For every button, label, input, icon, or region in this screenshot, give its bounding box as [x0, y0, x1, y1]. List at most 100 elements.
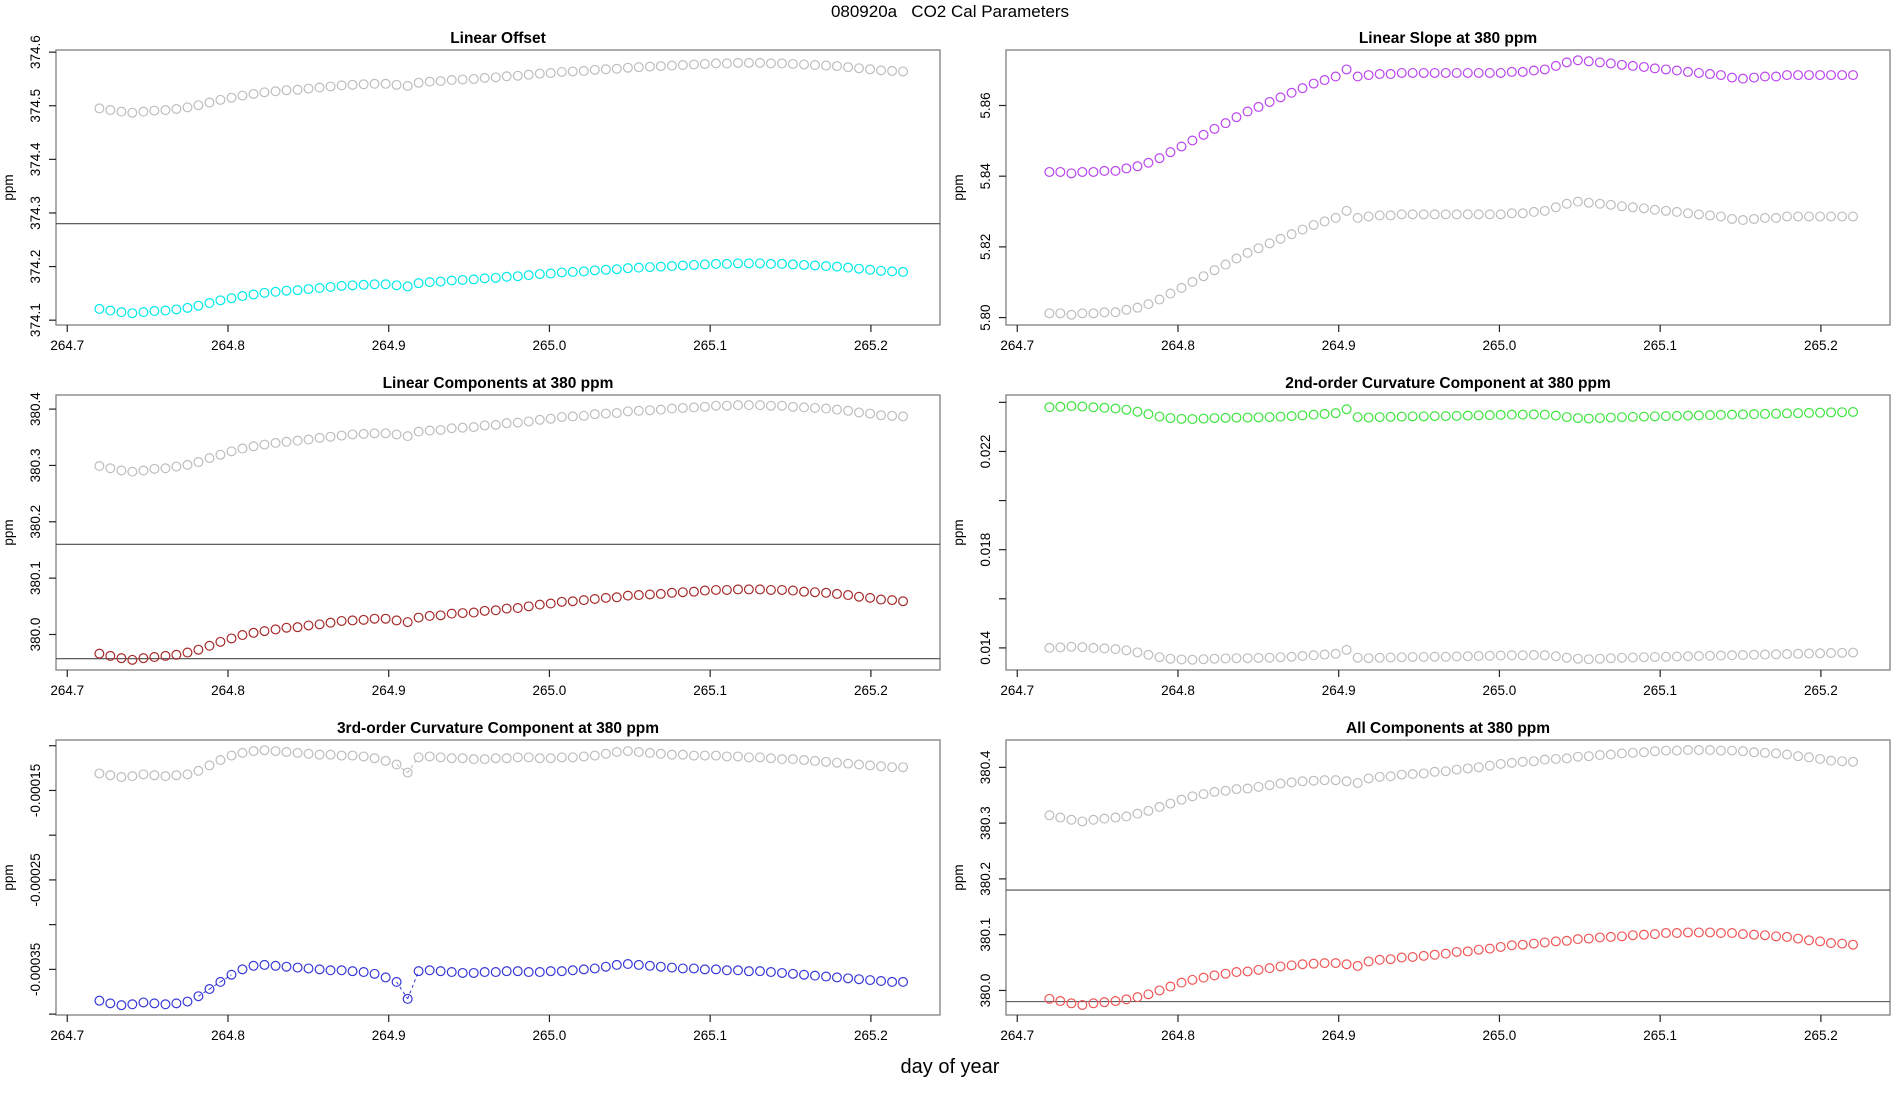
y-tick-label: 5.84: [978, 163, 993, 190]
series-connector: [220, 974, 232, 983]
series-curvature-3rd-order-reference-gray: [94, 745, 909, 783]
x-axis-label: day of year: [900, 1056, 1000, 1078]
y-tick-label: 374.6: [28, 35, 43, 69]
plot-linear-components: Linear Components at 380 ppm ppm 264.7 264.…: [1, 375, 941, 698]
series-curvature-2nd-order-reference-gray: [1044, 641, 1859, 665]
y-axis-label: ppm: [951, 174, 966, 200]
y-tick-label: -0.00015: [28, 764, 43, 817]
series-connector: [396, 764, 408, 773]
x-tick-label: 265.2: [854, 683, 888, 698]
series-linear-offset-offset-cyan: [94, 258, 909, 319]
x-tick-label: 265.0: [1483, 338, 1517, 353]
series-connector: [407, 757, 420, 773]
x-tick-label: 264.9: [1322, 1028, 1356, 1043]
plot-box: [1005, 739, 1891, 1016]
y-axis-label: ppm: [951, 864, 966, 890]
plot-title-curvature-3rd-order: 3rd-order Curvature Component at 380 ppm: [337, 720, 659, 737]
series-linear-slope-slope-violet: [1044, 55, 1859, 179]
y-tick-label: 5.80: [978, 304, 993, 330]
series-all-components-all-red: [1044, 927, 1859, 1010]
y-tick-label: 374.4: [28, 142, 43, 176]
series-curvature-3rd-order-curv3-blue: [94, 959, 909, 1011]
x-tick-label: 265.1: [693, 1028, 727, 1043]
y-tick-label: 380.3: [28, 449, 43, 483]
plot-box: [55, 739, 941, 1016]
y-tick-label: 380.1: [978, 918, 993, 952]
series-linear-offset-reference-gray: [94, 57, 909, 118]
figure-title: 080920a CO2 Cal Parameters: [830, 2, 1070, 21]
x-tick-label: 265.2: [854, 1028, 888, 1043]
series-linear-slope-reference-gray: [1044, 196, 1859, 320]
plot-box: [1005, 394, 1891, 671]
series-connector: [209, 981, 221, 990]
y-tick-label: 5.82: [978, 234, 993, 260]
series-connector: [198, 988, 210, 997]
plot-box: [55, 394, 941, 671]
x-tick-label: 264.7: [1000, 683, 1034, 698]
plot-title-linear-components: Linear Components at 380 ppm: [383, 375, 614, 392]
x-tick-label: 264.8: [211, 683, 245, 698]
x-tick-label: 265.1: [1643, 338, 1677, 353]
y-axis-label: ppm: [951, 519, 966, 545]
x-tick-label: 265.2: [1804, 338, 1838, 353]
y-tick-label: 380.0: [28, 618, 43, 652]
y-tick-label: 380.1: [28, 561, 43, 595]
x-tick-label: 264.9: [372, 338, 406, 353]
series-curvature-2nd-order-curv2-green: [1044, 401, 1859, 425]
series-all-components-reference-gray: [1044, 745, 1859, 827]
y-tick-label: 374.5: [28, 89, 43, 123]
plot-linear-slope: Linear Slope at 380 ppm ppm 264.7 264.8 264.…: [951, 30, 1891, 353]
x-tick-label: 264.8: [1161, 1028, 1195, 1043]
x-tick-label: 264.7: [1000, 338, 1034, 353]
plot-curvature-3rd-order: 3rd-order Curvature Component at 380 ppm…: [1, 720, 941, 1043]
x-tick-label: 264.9: [372, 1028, 406, 1043]
y-tick-label: 380.4: [28, 392, 43, 426]
y-tick-label: 0.018: [978, 533, 993, 567]
y-tick-label: 380.2: [28, 505, 43, 539]
y-tick-label: 0.022: [978, 435, 993, 469]
y-axis-label: ppm: [1, 864, 16, 890]
plot-title-all-components: All Components at 380 ppm: [1346, 720, 1550, 737]
x-tick-label: 264.7: [50, 683, 84, 698]
x-tick-label: 264.8: [211, 338, 245, 353]
x-tick-label: 265.2: [854, 338, 888, 353]
x-tick-label: 264.7: [50, 338, 84, 353]
plot-title-linear-offset: Linear Offset: [450, 30, 546, 47]
plot-box: [1005, 49, 1891, 326]
x-tick-label: 265.0: [533, 683, 567, 698]
x-tick-label: 265.0: [1483, 1028, 1517, 1043]
y-tick-label: 5.86: [978, 92, 993, 118]
y-tick-label: 374.1: [28, 303, 43, 337]
x-tick-label: 264.8: [1161, 683, 1195, 698]
y-tick-label: 380.0: [978, 974, 993, 1008]
x-tick-label: 264.9: [372, 683, 406, 698]
y-tick-label: -0.00025: [28, 853, 43, 906]
x-tick-label: 264.8: [211, 1028, 245, 1043]
x-tick-label: 264.7: [1000, 1028, 1034, 1043]
x-tick-label: 265.0: [533, 338, 567, 353]
series-connector: [396, 981, 409, 1000]
x-tick-label: 265.2: [1804, 1028, 1838, 1043]
plot-curvature-2nd-order: 2nd-order Curvature Component at 380 ppm…: [951, 375, 1891, 698]
x-tick-label: 265.1: [693, 338, 727, 353]
plot-all-components: All Components at 380 ppm ppm 264.7 264.8 26…: [951, 720, 1891, 1043]
y-tick-label: 380.3: [978, 806, 993, 840]
x-tick-label: 264.9: [1322, 338, 1356, 353]
x-tick-label: 264.7: [50, 1028, 84, 1043]
y-tick-label: 380.2: [978, 862, 993, 896]
plot-linear-offset: Linear Offset ppm 264.7 264.8 264.9 265.0 265.…: [1, 30, 941, 353]
x-tick-label: 265.1: [693, 683, 727, 698]
y-tick-label: 374.3: [28, 196, 43, 230]
x-tick-label: 265.0: [533, 1028, 567, 1043]
y-axis-label: ppm: [1, 174, 16, 200]
x-tick-label: 264.8: [1161, 338, 1195, 353]
x-tick-label: 265.2: [1804, 683, 1838, 698]
y-tick-label: 0.014: [978, 631, 993, 665]
x-tick-label: 265.0: [1483, 683, 1517, 698]
y-axis-label: ppm: [1, 519, 16, 545]
plot-title-curvature-2nd-order: 2nd-order Curvature Component at 380 ppm: [1285, 375, 1611, 392]
y-tick-label: 380.4: [978, 750, 993, 784]
x-tick-label: 264.9: [1322, 683, 1356, 698]
y-tick-label: -0.00035: [28, 943, 43, 996]
